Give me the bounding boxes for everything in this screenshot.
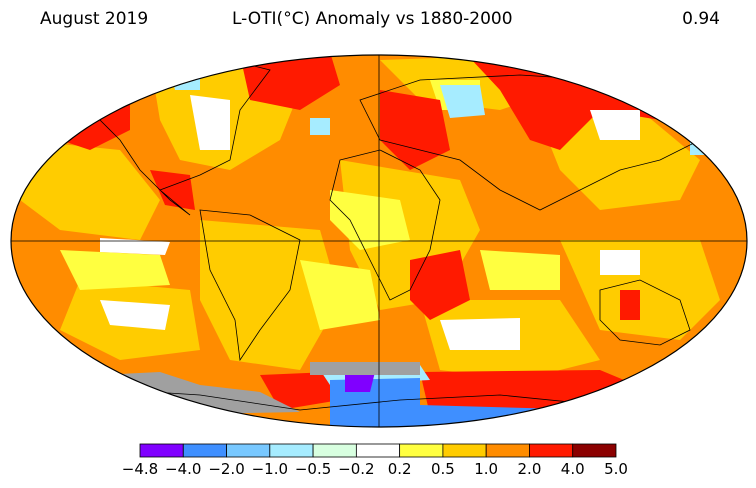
legend-tick-label: 1.0 (474, 460, 498, 478)
map-title: L-OTI(°C) Anomaly vs 1880-2000 (232, 9, 513, 29)
no-data-regions (100, 362, 420, 414)
legend-tick-label: 0.2 (388, 460, 412, 478)
legend-tick-label: −4.0 (165, 460, 201, 478)
legend-tick-label: −2.0 (208, 460, 244, 478)
legend-tick-labels: −4.8 −4.0 −2.0 −1.0 −0.5 −0.2 0.2 0.5 1.0 2.0 4.0 5… (122, 460, 628, 478)
date-label: August 2019 (40, 9, 149, 29)
legend-tick-label: −1.0 (252, 460, 288, 478)
legend-color-box (529, 443, 574, 458)
legend-color-box (442, 443, 487, 458)
legend-color-boxes (139, 443, 617, 458)
global-mean-value: 0.94 (682, 9, 720, 29)
legend-color-box (226, 443, 271, 458)
legend-color-box (139, 443, 184, 458)
legend-tick-label: 0.5 (431, 460, 455, 478)
legend-tick-label: 5.0 (604, 460, 628, 478)
legend-tick-label: −0.2 (338, 460, 374, 478)
legend-tick-label: 2.0 (518, 460, 542, 478)
legend-color-box (269, 443, 314, 458)
legend-color-box (485, 443, 530, 458)
neutral-anomaly-regions (100, 95, 640, 350)
coldest-anomaly-regions (345, 372, 375, 392)
legend-tick-label: −0.5 (295, 460, 331, 478)
legend-tick-label: 4.0 (561, 460, 585, 478)
legend-color-box (399, 443, 444, 458)
legend-color-box (355, 443, 401, 458)
legend-tick-label: −4.8 (122, 460, 158, 478)
legend-color-box (312, 443, 357, 458)
legend-color-box (572, 443, 617, 458)
legend-color-box (182, 443, 227, 458)
